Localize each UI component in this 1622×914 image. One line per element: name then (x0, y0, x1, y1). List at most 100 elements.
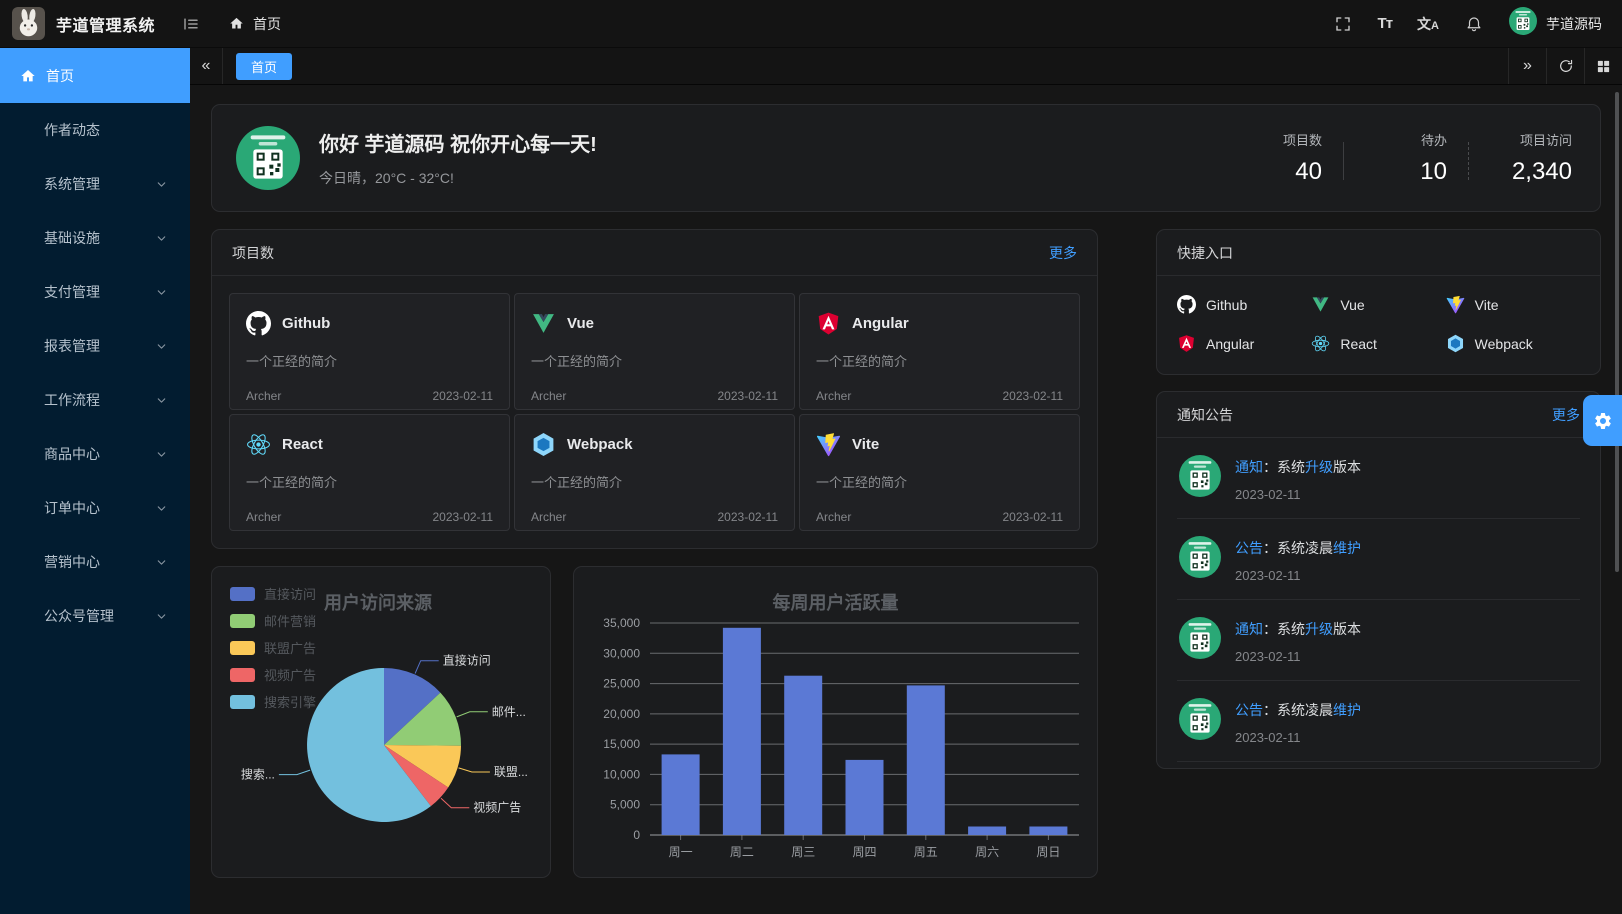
sidebar-item-8[interactable]: 订单中心 (0, 481, 190, 535)
welcome-texts: 你好 芋道源码 祝你开心每一天! 今日晴，20°C - 32°C! (319, 128, 597, 188)
stat-label: 项目数 (1282, 133, 1322, 148)
sidebar-item-6[interactable]: 工作流程 (0, 373, 190, 427)
fullscreen-icon[interactable] (1333, 14, 1353, 34)
project-date: 2023-02-11 (432, 389, 494, 403)
bar[interactable] (784, 675, 823, 835)
bar[interactable] (968, 826, 1007, 836)
user-name: 芋道源码 (1546, 15, 1602, 32)
vite-icon (1446, 295, 1465, 314)
notice-item-1[interactable]: 公告：系统凌晨维护 2023-02-11 (1177, 519, 1580, 600)
breadcrumb[interactable]: 首页 (226, 14, 281, 34)
notice-date: 2023-02-11 (1235, 649, 1301, 664)
refresh-button[interactable] (1546, 48, 1584, 84)
legend-swatch (230, 640, 255, 655)
shortcut-angular[interactable]: Angular (1177, 334, 1311, 353)
content-scrollbar[interactable] (1615, 92, 1619, 572)
rabbit-logo-icon (12, 7, 45, 40)
sidebar-item-label: 系统管理 (44, 176, 100, 192)
stat-label: 待办 (1420, 133, 1447, 148)
notice-item-0[interactable]: 通知：系统升级版本 2023-02-11 (1177, 438, 1580, 519)
project-name: Webpack (567, 436, 633, 453)
user-menu[interactable]: 芋道源码 (1509, 7, 1602, 40)
chevron-down-icon (155, 556, 168, 569)
sidebar-item-0[interactable]: 首页 (0, 48, 190, 103)
bar[interactable] (845, 759, 884, 835)
github-icon (1177, 295, 1196, 314)
project-card-github[interactable]: Github 一个正经的简介 Archer 2023-02-11 (229, 293, 510, 410)
shortcut-vite[interactable]: Vite (1446, 295, 1580, 314)
project-footer: Archer 2023-02-11 (816, 389, 1063, 403)
vite-icon (816, 432, 841, 457)
notice-item-2[interactable]: 通知：系统升级版本 2023-02-11 (1177, 600, 1580, 681)
sidebar-item-9[interactable]: 营销中心 (0, 535, 190, 589)
tab-home[interactable]: 首页 (236, 52, 293, 80)
sidebar-item-3[interactable]: 基础设施 (0, 211, 190, 265)
project-desc: 一个正经的简介 (531, 354, 623, 369)
welcome-greeting: 你好 芋道源码 祝你开心每一天! (319, 134, 597, 156)
legend-swatch (230, 613, 255, 628)
tab-actions-button[interactable] (1584, 48, 1622, 84)
notices-panel-title: 通知公告 (1177, 406, 1233, 423)
shortcut-github[interactable]: Github (1177, 295, 1311, 314)
svg-text:周日: 周日 (1036, 845, 1060, 859)
legend-item-0[interactable]: 直接访问 (230, 584, 316, 603)
notice-title: 通知：系统升级版本 (1235, 621, 1361, 637)
bar[interactable] (722, 627, 761, 835)
sidebar-item-2[interactable]: 系统管理 (0, 157, 190, 211)
sidebar-item-10[interactable]: 公众号管理 (0, 589, 190, 643)
project-card-vue[interactable]: Vue 一个正经的简介 Archer 2023-02-11 (514, 293, 795, 410)
sidebar-item-1[interactable]: 作者动态 (0, 103, 190, 157)
bar[interactable] (661, 754, 700, 835)
tabs-scroll-right-button[interactable]: » (1508, 48, 1546, 84)
svg-text:搜索...: 搜索... (241, 767, 275, 782)
bar[interactable] (1029, 826, 1068, 836)
shortcut-webpack[interactable]: Webpack (1446, 334, 1580, 353)
app-logo (12, 7, 45, 40)
collapse-sidebar-button[interactable]: « (190, 48, 223, 84)
chevron-down-icon (155, 340, 168, 353)
notice-title: 公告：系统凌晨维护 (1235, 540, 1361, 556)
shortcut-vue[interactable]: Vue (1311, 295, 1445, 314)
shortcut-react[interactable]: React (1311, 334, 1445, 353)
sidebar-item-4[interactable]: 支付管理 (0, 265, 190, 319)
sidebar-item-5[interactable]: 报表管理 (0, 319, 190, 373)
sidebar-item-7[interactable]: 商品中心 (0, 427, 190, 481)
pie-chart-panel: 直接访问 邮件营销 联盟广告 视频广告 搜索引擎 用户访问来源 直接访问 邮件... 联盟...… (211, 566, 551, 878)
legend-swatch (230, 586, 255, 601)
chevron-down-icon (155, 286, 168, 299)
shortcut-label: React (1340, 335, 1377, 352)
settings-drawer-button[interactable] (1583, 395, 1622, 446)
projects-more-link[interactable]: 更多 (1049, 244, 1077, 261)
chevron-down-icon (155, 502, 168, 515)
github-icon (246, 311, 271, 336)
notice-body: 公告：系统凌晨维护 2023-02-11 (1235, 536, 1361, 583)
project-card-angular[interactable]: Angular 一个正经的简介 Archer 2023-02-11 (799, 293, 1080, 410)
project-card-vite[interactable]: Vite 一个正经的简介 Archer 2023-02-11 (799, 414, 1080, 531)
menu-fold-icon[interactable] (182, 15, 200, 33)
project-name: Angular (852, 315, 909, 332)
legend-item-4[interactable]: 搜索引擎 (230, 692, 316, 711)
legend-item-3[interactable]: 视频广告 (230, 665, 316, 684)
notice-avatar (1179, 455, 1221, 497)
notification-bell-icon[interactable] (1464, 14, 1484, 34)
project-card-header: React (246, 432, 493, 457)
project-card-react[interactable]: React 一个正经的简介 Archer 2023-02-11 (229, 414, 510, 531)
bar[interactable] (906, 685, 945, 835)
project-card-header: Webpack (531, 432, 778, 457)
notices-more-link[interactable]: 更多 (1552, 406, 1580, 423)
project-name: Github (282, 315, 331, 332)
tabbar: « 首页 » (190, 48, 1622, 85)
legend-item-1[interactable]: 邮件营销 (230, 611, 316, 630)
font-size-icon[interactable]: Tт (1377, 15, 1393, 32)
shortcut-label: Vite (1474, 296, 1499, 313)
project-author: Archer (246, 510, 282, 524)
notice-item-3[interactable]: 公告：系统凌晨维护 2023-02-11 (1177, 681, 1580, 762)
sidebar-item-label: 报表管理 (44, 338, 100, 354)
sidebar-item-label: 工作流程 (44, 392, 100, 408)
locale-icon[interactable]: 文A (1417, 15, 1439, 32)
project-name: React (282, 436, 323, 453)
project-card-webpack[interactable]: Webpack 一个正经的简介 Archer 2023-02-11 (514, 414, 795, 531)
welcome-panel: 你好 芋道源码 祝你开心每一天! 今日晴，20°C - 32°C! 项目数 40 待… (211, 104, 1601, 212)
legend-item-2[interactable]: 联盟广告 (230, 638, 316, 657)
projects-grid: Github 一个正经的简介 Archer 2023-02-11 Vue 一个正经的简介 A… (212, 276, 1097, 548)
